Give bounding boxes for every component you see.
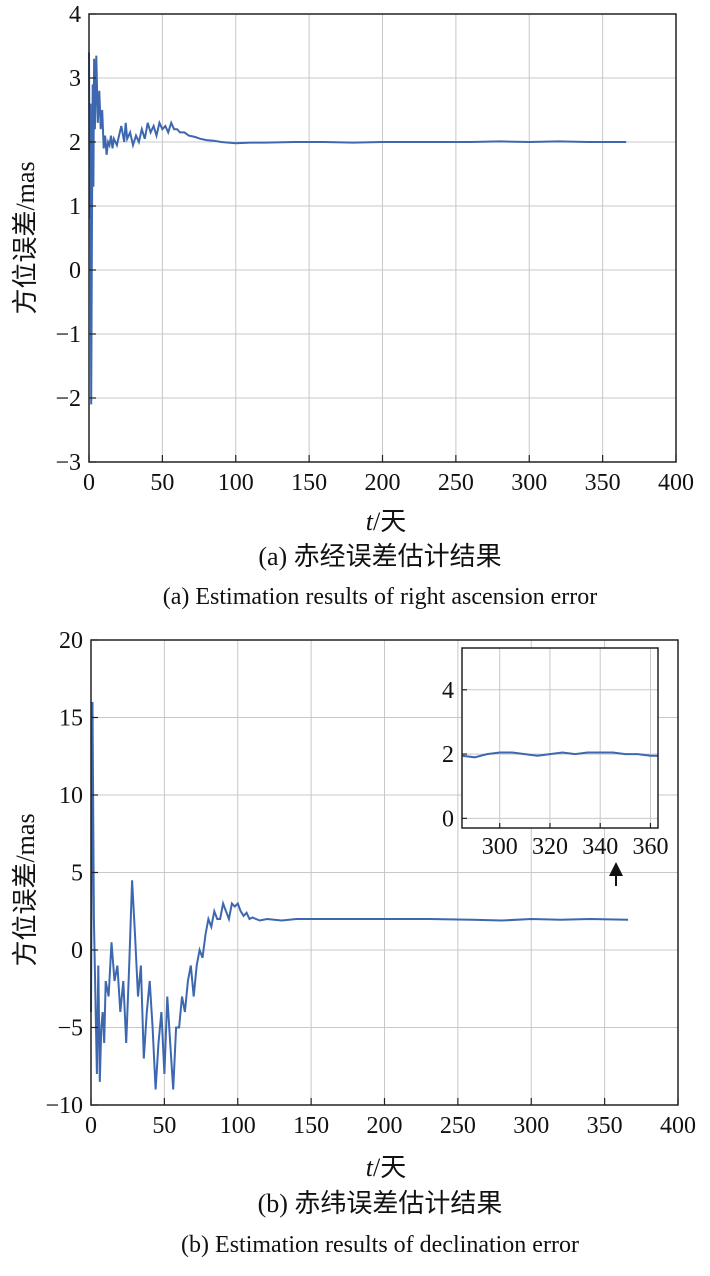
chart-a-x-tick-label: 50 xyxy=(150,470,174,496)
chart-b-y-tick-label: 10 xyxy=(59,783,83,809)
chart-b-y-tick-label: −10 xyxy=(45,1093,83,1119)
chart-a-y-tick-label: 1 xyxy=(69,194,81,220)
chart-b-inset-series-line xyxy=(461,751,658,759)
chart-a-y-label: 方位误差/mas xyxy=(11,161,40,314)
chart-b-inset-background xyxy=(462,648,658,828)
chart-a-x-label: t/天 xyxy=(366,507,406,536)
chart-a-x-tick-label: 100 xyxy=(218,470,254,496)
chart-b-x-tick-label: 0 xyxy=(85,1113,97,1139)
chart-b-x-label: t/天 xyxy=(366,1153,406,1182)
chart-b-x-tick-label: 150 xyxy=(293,1113,329,1139)
chart-a-y-tick-label: 3 xyxy=(69,66,81,92)
chart-a-x-label-var: t xyxy=(366,507,374,536)
chart-a-x-tick-label: 0 xyxy=(83,470,95,496)
chart-b-inset-frame xyxy=(461,647,659,829)
chart-a-x-tick-label: 350 xyxy=(585,470,621,496)
chart-a-series-line xyxy=(88,52,627,405)
chart-b-y-tick-label: 0 xyxy=(71,938,83,964)
chart-a-caption-en: (a) Estimation results of right ascensio… xyxy=(163,584,598,610)
chart-b-x-label-unit: /天 xyxy=(373,1153,406,1182)
chart-b-inset-x-tick-label: 300 xyxy=(482,834,518,860)
chart-b-inset-x-tick-label: 320 xyxy=(532,834,568,860)
chart-b-x-tick-label: 250 xyxy=(440,1113,476,1139)
chart-b-y-label: 方位误差/mas xyxy=(11,813,40,966)
chart-b-y-tick-label: 5 xyxy=(71,861,83,887)
chart-a-x-tick-label: 400 xyxy=(658,470,694,496)
chart-b-inset-x-tick-label: 360 xyxy=(632,834,668,860)
chart-b-inset-x-tick-label: 340 xyxy=(582,834,618,860)
chart-b-inset-y-ticks: 0 2 4 xyxy=(442,678,467,832)
chart-a-y-tick-label: 0 xyxy=(69,258,81,284)
chart-b-x-tick-label: 400 xyxy=(660,1113,696,1139)
chart-b-x-tick-label: 100 xyxy=(220,1113,256,1139)
chart-b-inset-x-ticks: 300 320 340 360 xyxy=(482,823,668,860)
chart-b-series-line xyxy=(90,701,629,1090)
chart-b-y-tick-label: −5 xyxy=(57,1016,83,1042)
chart-b-y-tick-label: 15 xyxy=(59,706,83,732)
chart-a-x-label-unit: /天 xyxy=(373,507,406,536)
inset-pointer-arrow xyxy=(609,862,623,886)
chart-a: 0 50 100 150 200 250 300 350 400 −3 −2 −1 0 1 2 3 4 t/天… xyxy=(11,2,694,610)
chart-a-y-tick-label: 4 xyxy=(69,2,81,28)
chart-b-y-tick-label: 20 xyxy=(59,628,83,654)
chart-a-x-tick-label: 200 xyxy=(365,470,401,496)
chart-a-y-tick-label: −3 xyxy=(55,450,81,476)
chart-b-x-tick-label: 300 xyxy=(513,1113,549,1139)
chart-b-inset-y-tick-label: 4 xyxy=(442,678,454,704)
chart-a-x-ticks: 0 50 100 150 200 250 300 350 400 xyxy=(83,455,694,496)
chart-b-inset-y-tick-label: 2 xyxy=(442,742,454,768)
chart-a-y-tick-label: −1 xyxy=(55,322,81,348)
chart-b-x-tick-label: 200 xyxy=(367,1113,403,1139)
chart-a-x-tick-label: 250 xyxy=(438,470,474,496)
chart-b-caption-cn: (b) 赤纬误差估计结果 xyxy=(258,1189,503,1218)
chart-a-y-ticks: −3 −2 −1 0 1 2 3 4 xyxy=(55,2,96,476)
chart-b-x-ticks: 0 50 100 150 200 250 300 350 400 xyxy=(85,1098,696,1139)
chart-a-caption-cn: (a) 赤经误差估计结果 xyxy=(258,542,501,571)
chart-b-x-tick-label: 350 xyxy=(587,1113,623,1139)
chart-a-grid xyxy=(88,13,677,463)
chart-b-caption-en: (b) Estimation results of declination er… xyxy=(181,1232,579,1258)
chart-a-x-tick-label: 150 xyxy=(291,470,327,496)
chart-b-x-label-var: t xyxy=(366,1153,374,1182)
chart-a-y-tick-label: −2 xyxy=(55,386,81,412)
chart-b-inset-y-tick-label: 0 xyxy=(442,806,454,832)
chart-a-x-tick-label: 300 xyxy=(511,470,547,496)
chart-a-y-tick-label: 2 xyxy=(69,130,81,156)
chart-b-y-ticks: −10 −5 0 5 10 15 20 xyxy=(45,628,98,1119)
chart-b-inset-grid xyxy=(462,648,658,828)
chart-b-x-tick-label: 50 xyxy=(152,1113,176,1139)
chart-b-inset: 300 320 340 360 0 2 4 xyxy=(442,647,668,860)
